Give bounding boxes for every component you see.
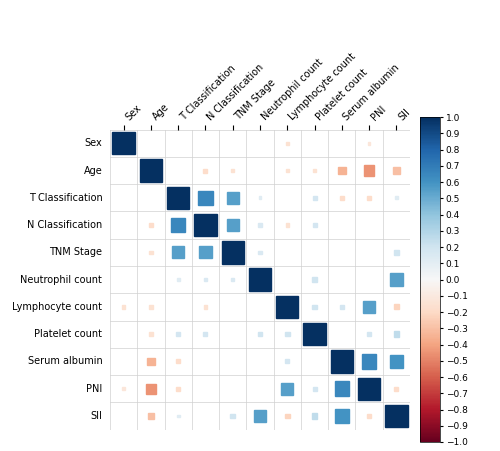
Bar bbox=[226, 192, 239, 204]
Bar bbox=[312, 196, 316, 200]
Bar bbox=[340, 196, 344, 200]
Bar bbox=[204, 332, 208, 336]
Bar bbox=[312, 413, 318, 419]
Bar bbox=[394, 387, 398, 391]
Bar bbox=[230, 414, 235, 418]
Bar bbox=[364, 166, 374, 175]
Bar bbox=[204, 305, 207, 308]
Bar bbox=[334, 382, 349, 396]
Bar bbox=[204, 169, 208, 173]
Bar bbox=[335, 409, 348, 423]
Bar bbox=[312, 305, 317, 309]
Bar bbox=[112, 132, 135, 154]
Bar bbox=[258, 197, 262, 199]
Bar bbox=[362, 354, 376, 369]
Bar bbox=[147, 358, 155, 365]
Bar bbox=[340, 305, 344, 309]
Bar bbox=[330, 350, 353, 373]
Bar bbox=[390, 273, 402, 286]
Bar bbox=[286, 169, 289, 172]
Bar bbox=[177, 414, 180, 417]
Bar bbox=[200, 246, 211, 258]
Bar bbox=[167, 187, 190, 209]
Bar bbox=[338, 166, 345, 175]
Bar bbox=[172, 246, 184, 258]
Bar bbox=[312, 387, 316, 391]
Bar bbox=[286, 359, 290, 364]
Bar bbox=[395, 197, 398, 199]
Bar bbox=[249, 268, 271, 291]
Bar bbox=[176, 332, 180, 336]
Bar bbox=[286, 223, 289, 227]
Bar bbox=[122, 305, 126, 308]
Bar bbox=[313, 169, 316, 172]
Bar bbox=[276, 296, 298, 318]
Bar bbox=[198, 190, 212, 205]
Bar bbox=[281, 382, 293, 395]
Bar bbox=[231, 278, 234, 281]
Bar bbox=[148, 413, 154, 419]
Bar bbox=[304, 323, 326, 345]
Bar bbox=[171, 218, 186, 232]
Bar bbox=[390, 355, 403, 368]
Bar bbox=[149, 332, 152, 336]
Bar bbox=[394, 250, 398, 254]
Bar bbox=[286, 142, 289, 145]
Bar bbox=[258, 223, 262, 227]
Bar bbox=[122, 387, 125, 390]
Bar bbox=[285, 332, 290, 336]
Bar bbox=[358, 377, 380, 400]
Bar bbox=[367, 332, 371, 336]
Bar bbox=[285, 414, 290, 419]
Bar bbox=[363, 301, 375, 313]
Bar bbox=[258, 251, 262, 254]
Bar bbox=[146, 384, 156, 394]
Bar bbox=[385, 405, 407, 427]
Bar bbox=[231, 169, 234, 172]
Bar bbox=[368, 142, 370, 145]
Bar bbox=[254, 410, 266, 422]
Bar bbox=[222, 241, 244, 263]
Bar bbox=[176, 359, 180, 364]
Bar bbox=[226, 219, 239, 231]
Bar bbox=[258, 332, 262, 336]
Bar bbox=[367, 414, 371, 418]
Bar bbox=[149, 305, 152, 308]
Bar bbox=[149, 251, 152, 254]
Bar bbox=[194, 214, 216, 236]
Bar bbox=[149, 223, 153, 227]
Bar bbox=[367, 196, 371, 200]
Bar bbox=[394, 331, 399, 337]
Bar bbox=[312, 277, 317, 282]
Bar bbox=[394, 304, 399, 309]
Bar bbox=[204, 278, 207, 281]
Bar bbox=[177, 278, 180, 281]
Bar bbox=[393, 167, 400, 174]
Bar bbox=[140, 159, 162, 182]
Bar bbox=[312, 223, 316, 227]
Bar bbox=[176, 387, 180, 391]
